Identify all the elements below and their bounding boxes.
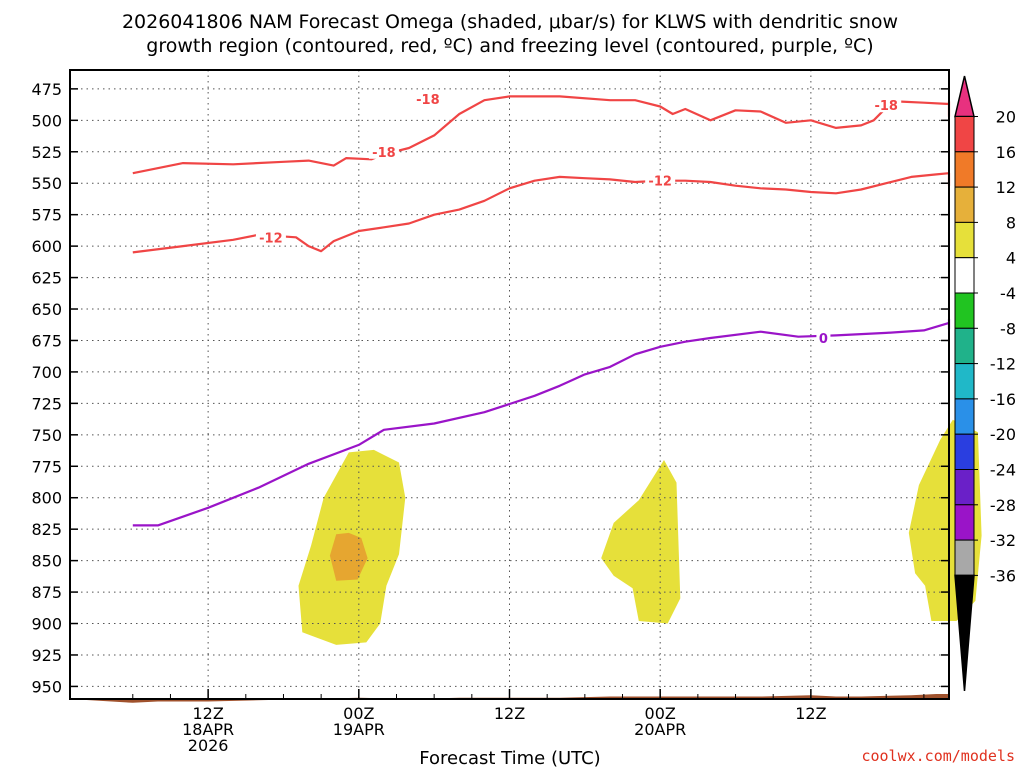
y-tick-label: 550	[31, 174, 62, 193]
x-tick-label: 19APR	[333, 720, 385, 739]
contour-label: -12	[259, 231, 283, 246]
y-tick-label: 900	[31, 615, 62, 634]
colorbar-label: 12	[996, 178, 1016, 197]
omega-shaded-region	[329, 532, 368, 581]
x-tick-label: 12Z	[494, 704, 525, 723]
colorbar-label: -28	[990, 496, 1016, 515]
y-tick-label: 725	[31, 394, 62, 413]
colorbar-label: -16	[990, 390, 1016, 409]
x-tick-label: 12Z	[192, 704, 223, 723]
colorbar: 20 16 12 8 4 -4 -8 -12 -16 -20 -24 -28 -32 -36	[954, 75, 1016, 692]
colorbar-swatch	[954, 398, 975, 435]
colorbar-bottom-arrow	[954, 574, 975, 692]
contour-label-bg	[871, 97, 902, 113]
colorbar-swatch	[954, 116, 975, 153]
colorbar-label: -8	[1000, 319, 1016, 338]
colorbar-label: 4	[1006, 249, 1016, 268]
y-tick-label: 950	[31, 677, 62, 696]
y-tick-label: 800	[31, 489, 62, 508]
colorbar-label: 20	[996, 108, 1016, 127]
contour-label-bg	[645, 172, 676, 188]
omega-shaded-region	[601, 460, 681, 624]
x-tick-label: 18APR	[182, 720, 234, 739]
colorbar-swatch	[954, 327, 975, 365]
colorbar-label: -32	[990, 531, 1016, 550]
colorbar-top-arrow	[954, 75, 975, 118]
contour-line	[132, 172, 951, 254]
contour-line	[132, 319, 951, 527]
contour-label: 0	[819, 332, 828, 347]
x-tick-label: 2026	[188, 736, 229, 755]
plot-fill-layer	[298, 419, 982, 645]
colorbar-label: -12	[990, 355, 1016, 374]
y-tick-label: 825	[31, 520, 62, 539]
contour-label-bg	[368, 143, 399, 159]
contour-line	[132, 95, 951, 175]
colorbar-swatch	[954, 186, 975, 223]
contour-label-bg	[255, 229, 286, 245]
chart-title-line-2: growth region (contoured, red, ºC) and f…	[146, 35, 873, 57]
contour-label: -12	[648, 175, 672, 190]
x-tick-label: 00Z	[645, 704, 676, 723]
y-tick-label: 500	[31, 111, 62, 130]
contour-label-bg	[412, 90, 443, 106]
colorbar-label: 8	[1006, 213, 1016, 232]
y-tick-label: 600	[31, 237, 62, 256]
y-tick-label: 475	[31, 80, 62, 99]
contour-lines: -18 -18 -18 -12 -12 0	[132, 90, 951, 527]
colorbar-swatch	[954, 151, 975, 188]
y-tick-label: 700	[31, 363, 62, 382]
y-tick-label: 625	[31, 269, 62, 288]
y-tick-label: 875	[31, 583, 62, 602]
contour-label: -18	[372, 146, 396, 161]
y-tick-label: 850	[31, 552, 62, 571]
y-tick-label: 575	[31, 206, 62, 225]
colorbar-label: 16	[996, 143, 1016, 162]
x-tick-label: 20APR	[634, 720, 686, 739]
colorbar-swatch	[954, 539, 975, 576]
colorbar-label: -20	[990, 425, 1016, 444]
y-tick-label: 525	[31, 143, 62, 162]
y-tick-label: 750	[31, 426, 62, 445]
colorbar-label: -24	[990, 461, 1016, 480]
x-axis-title: Forecast Time (UTC)	[419, 748, 600, 768]
colorbar-swatch	[954, 292, 975, 329]
x-tick-label: 00Z	[343, 704, 374, 723]
x-tick-label: 12Z	[795, 704, 826, 723]
chart-title-line-1: 2026041806 NAM Forecast Omega (shaded, μ…	[122, 11, 898, 33]
colorbar-swatch	[954, 433, 975, 471]
y-tick-label: 925	[31, 646, 62, 665]
credit-text: coolwx.com/models	[861, 747, 1015, 765]
y-axis: 475 500 525 550 575 600 625 650 675 700 725 750 775 8…	[31, 80, 949, 696]
colorbar-label: -36	[990, 566, 1016, 585]
colorbar-swatch	[954, 363, 975, 400]
contour-label: -18	[416, 93, 440, 108]
colorbar-swatch	[954, 257, 975, 294]
colorbar-swatch	[954, 221, 975, 259]
colorbar-swatch	[954, 469, 975, 506]
contour-label: -18	[874, 99, 898, 114]
y-tick-label: 775	[31, 457, 62, 476]
y-tick-label: 650	[31, 300, 62, 319]
colorbar-swatch	[954, 504, 975, 541]
colorbar-label: -4	[1000, 284, 1016, 303]
contour-label-bg	[816, 329, 831, 345]
y-tick-label: 675	[31, 331, 62, 350]
